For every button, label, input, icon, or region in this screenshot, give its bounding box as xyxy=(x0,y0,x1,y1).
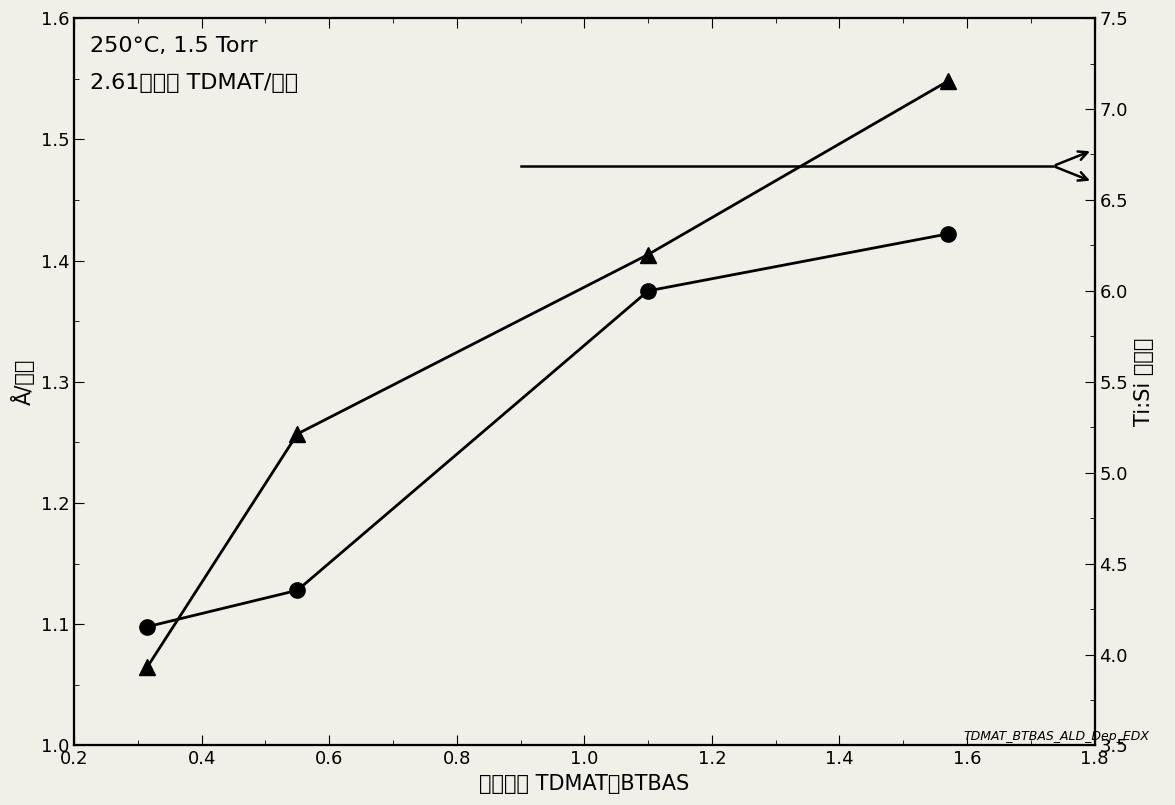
Text: TDMAT_BTBAS_ALD_Dep_EDX: TDMAT_BTBAS_ALD_Dep_EDX xyxy=(963,730,1150,743)
X-axis label: 剂量比， TDMAT：BTBAS: 剂量比， TDMAT：BTBAS xyxy=(479,774,690,794)
Y-axis label: Ti:Si 原子比: Ti:Si 原子比 xyxy=(1134,337,1154,426)
Y-axis label: Å/循环: Å/循环 xyxy=(11,358,35,405)
Text: 2.61微摩尔 TDMAT/循环: 2.61微摩尔 TDMAT/循环 xyxy=(90,72,298,93)
Text: 250°C, 1.5 Torr: 250°C, 1.5 Torr xyxy=(90,36,257,56)
